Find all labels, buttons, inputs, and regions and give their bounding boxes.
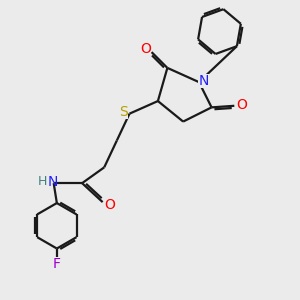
Text: N: N xyxy=(48,175,58,189)
Text: O: O xyxy=(140,42,151,56)
Text: F: F xyxy=(53,257,61,271)
Text: S: S xyxy=(119,105,128,119)
Text: N: N xyxy=(199,74,209,88)
Text: O: O xyxy=(104,198,115,212)
Text: O: O xyxy=(236,98,247,112)
Text: H: H xyxy=(38,175,47,188)
